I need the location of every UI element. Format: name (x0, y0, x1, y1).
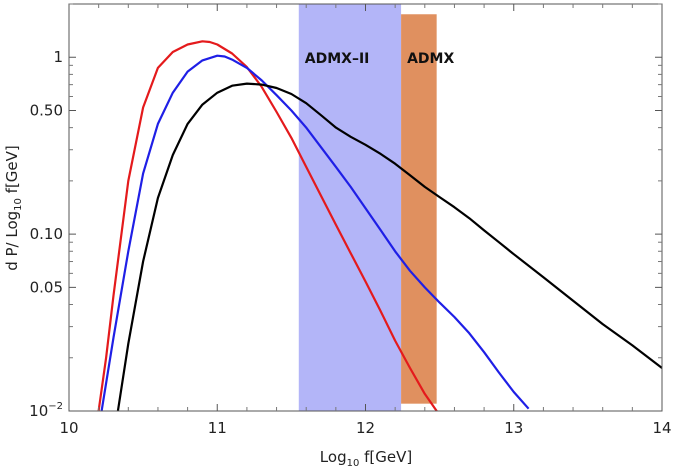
band-label-0: ADMX–II (305, 51, 370, 67)
y-axis-label-unit: f[GeV] (3, 145, 21, 198)
y-axis-label-subscript: 10 (13, 198, 24, 211)
y-tick-label-bottom-base: 10 (29, 402, 48, 420)
series-line-2 (116, 82, 662, 411)
band-0 (298, 4, 402, 411)
series-line-0 (97, 40, 438, 411)
x-tick-label-2: 12 (356, 419, 375, 437)
y-tick-label-0: 1 (53, 48, 63, 66)
y-tick-label-2: 0.10 (30, 225, 63, 243)
shaded-bands (298, 4, 437, 411)
series-lines (97, 40, 662, 411)
band-1 (401, 14, 437, 404)
series-line-1 (100, 54, 530, 411)
y-tick-label-1: 0.50 (30, 101, 63, 119)
band-label-1: ADMX (407, 51, 454, 67)
y-axis-label-main: d P/ Log (3, 211, 21, 271)
y-tick-label-3: 0.05 (30, 278, 63, 296)
x-tick-label-4: 14 (652, 419, 671, 437)
x-tick-label-3: 13 (504, 419, 523, 437)
y-tick-label-bottom: 10−2 (29, 401, 63, 420)
x-tick-label-1: 11 (208, 419, 227, 437)
band-labels: ADMX–II ADMX (305, 51, 455, 67)
y-tick-label-bottom-exp: −2 (48, 401, 63, 412)
x-axis-label: Log10 f[GeV] (320, 448, 412, 469)
x-axis-label-unit: f[GeV] (359, 448, 412, 466)
x-axis-label-subscript: 10 (347, 458, 360, 469)
y-axis-label: d P/ Log10 f[GeV] (3, 145, 24, 271)
x-tick-label-0: 10 (59, 419, 78, 437)
x-axis-label-main: Log (320, 448, 347, 466)
